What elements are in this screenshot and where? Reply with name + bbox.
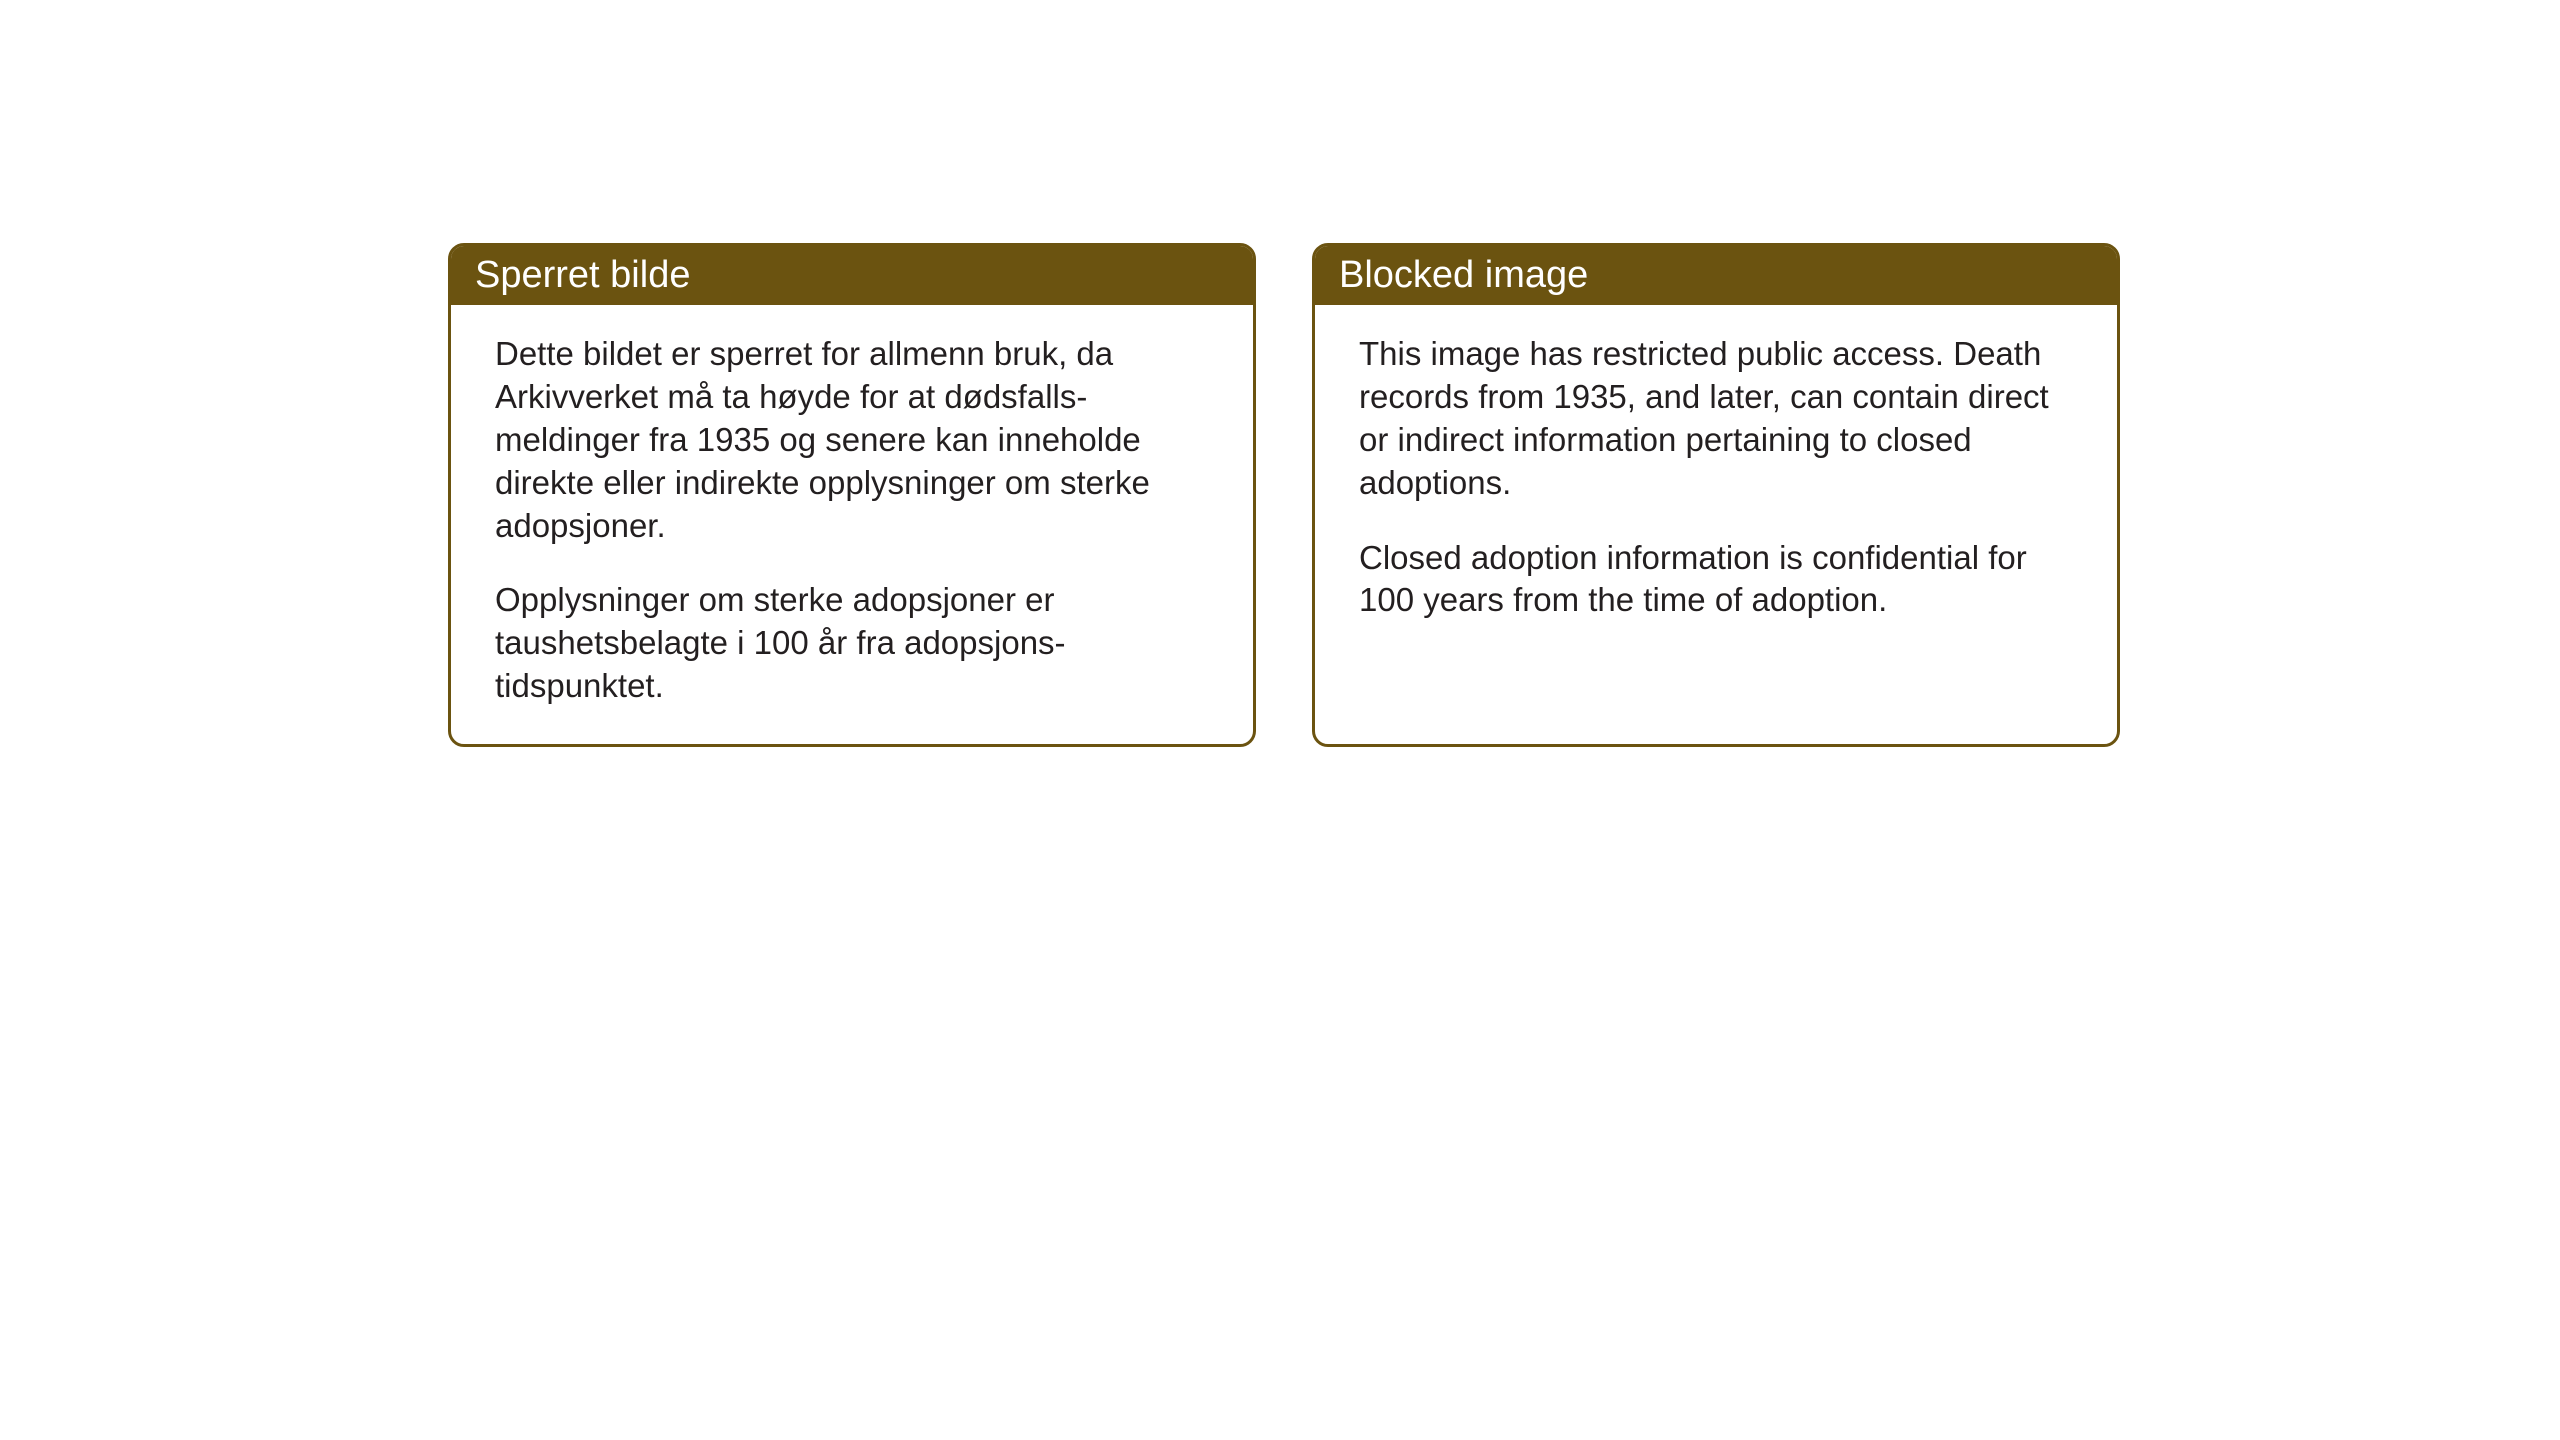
notice-container: Sperret bilde Dette bildet er sperret fo… [448, 243, 2120, 747]
notice-card-english: Blocked image This image has restricted … [1312, 243, 2120, 747]
paragraph-norwegian-2: Opplysninger om sterke adopsjoner er tau… [495, 579, 1209, 708]
card-header-norwegian: Sperret bilde [451, 246, 1253, 305]
card-body-norwegian: Dette bildet er sperret for allmenn bruk… [451, 305, 1253, 744]
paragraph-english-1: This image has restricted public access.… [1359, 333, 2073, 505]
card-body-english: This image has restricted public access.… [1315, 305, 2117, 658]
card-header-english: Blocked image [1315, 246, 2117, 305]
paragraph-english-2: Closed adoption information is confident… [1359, 537, 2073, 623]
notice-card-norwegian: Sperret bilde Dette bildet er sperret fo… [448, 243, 1256, 747]
paragraph-norwegian-1: Dette bildet er sperret for allmenn bruk… [495, 333, 1209, 547]
